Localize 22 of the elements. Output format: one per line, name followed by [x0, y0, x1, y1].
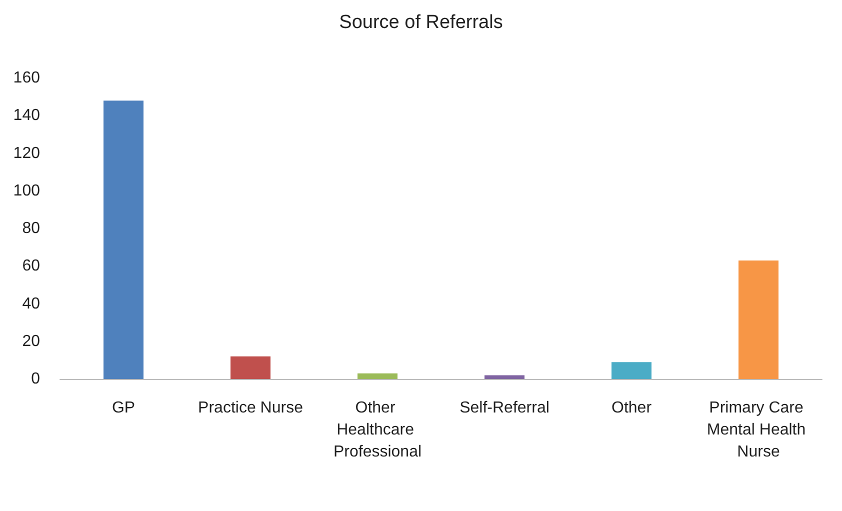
y-tick-label: 120: [13, 144, 40, 162]
y-tick-label: 60: [22, 258, 40, 275]
bar: [104, 100, 144, 379]
chart-title: Source of Referrals: [339, 12, 503, 33]
x-tick-label: Practice Nurse: [198, 400, 304, 416]
bar: [230, 356, 270, 379]
bar: [358, 373, 398, 379]
y-tick-label: 40: [22, 295, 40, 312]
y-tick-label: 160: [13, 70, 40, 86]
x-tick-label: Other: [611, 400, 652, 416]
x-tick-label: GP: [112, 400, 136, 416]
x-tick-label: Primary Care Mental Health Nurse: [706, 400, 810, 460]
bar: [612, 362, 652, 379]
bar: [738, 260, 778, 379]
x-tick-label: Other Healthcare Professional: [333, 400, 422, 460]
y-tick-label: 20: [22, 332, 40, 350]
y-tick-label: 100: [13, 182, 40, 200]
y-tick-label: 0: [31, 370, 40, 388]
y-tick-label: 80: [22, 220, 40, 237]
x-tick-label: Self-Referral: [460, 400, 550, 416]
y-tick-label: 140: [13, 107, 40, 124]
bar: [484, 375, 524, 379]
